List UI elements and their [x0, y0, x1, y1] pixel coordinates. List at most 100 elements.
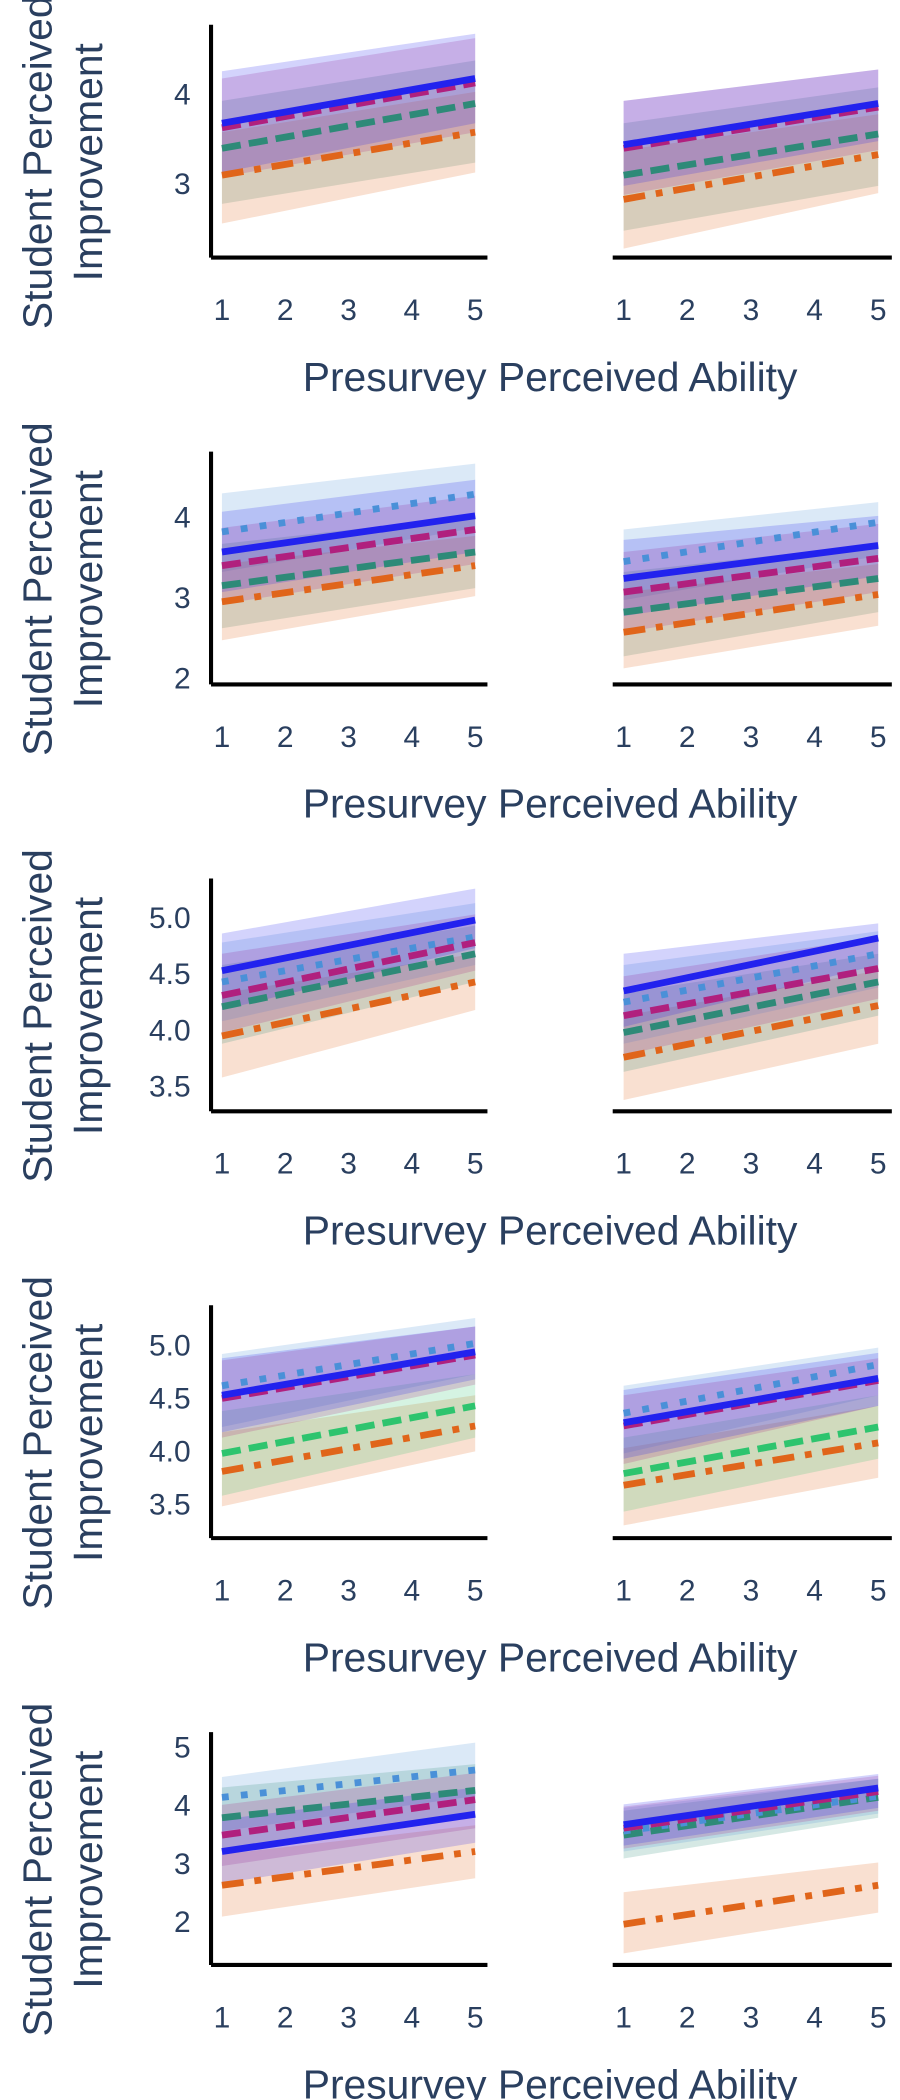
series-line	[221, 128, 476, 179]
y-tick-label: 4.0	[149, 1435, 191, 1468]
series-line	[221, 526, 476, 569]
series-line	[221, 1766, 476, 1801]
y-axis-title: Improvement	[65, 1750, 111, 1989]
y-tick-label: 3	[174, 582, 191, 615]
x-tick-label: 5	[870, 1574, 887, 1607]
panel: 1 2 3 4 5	[612, 1774, 892, 2034]
x-tick-label: 1	[615, 2001, 632, 2034]
confidence-band	[623, 69, 879, 186]
x-tick-label: 1	[615, 294, 632, 327]
x-tick-label: 4	[404, 1148, 421, 1181]
x-tick-label: 4	[806, 721, 823, 754]
y-tick-label: 5.0	[149, 1330, 191, 1363]
x-tick-label: 3	[340, 1148, 357, 1181]
x-tick-label: 1	[214, 1148, 231, 1181]
x-tick-label: 2	[277, 721, 294, 754]
x-tick-label: 5	[467, 1148, 484, 1181]
series-line	[221, 1402, 476, 1457]
series-line	[622, 1002, 879, 1061]
series-line	[622, 965, 879, 1020]
x-tick-label: 1	[615, 721, 632, 754]
x-tick-label: 1	[615, 1148, 632, 1181]
x-tick-label: 3	[743, 721, 760, 754]
series-line	[221, 548, 476, 590]
confidence-band	[623, 1862, 879, 1954]
y-axis-title: Student Perceived	[15, 0, 61, 329]
x-tick-label: 2	[679, 1148, 696, 1181]
series-line	[623, 542, 879, 582]
x-tick-label: 2	[277, 1574, 294, 1607]
y-axis-title: Student Perceived	[15, 1703, 61, 2037]
series-line	[622, 934, 879, 995]
y-tick-label: 3	[174, 168, 191, 201]
confidence-band	[221, 1825, 476, 1917]
x-tick-label: 3	[743, 294, 760, 327]
series-line	[221, 562, 476, 606]
series-line	[623, 575, 879, 616]
series-line	[623, 1793, 879, 1839]
series-line	[623, 130, 879, 179]
confidence-band	[623, 1395, 879, 1512]
x-tick-label: 1	[214, 721, 231, 754]
x-tick-label: 3	[340, 721, 357, 754]
series-line	[221, 1796, 476, 1839]
x-tick-label: 4	[806, 2001, 823, 2034]
series-line	[623, 100, 879, 149]
panel: 1 2 3 4 5	[209, 1305, 488, 1607]
x-tick-label: 4	[404, 1574, 421, 1607]
x-tick-label: 4	[404, 721, 421, 754]
series-line	[221, 1810, 476, 1855]
panel: 1 2 3 4 5	[209, 878, 488, 1181]
x-tick-label: 1	[214, 2001, 231, 2034]
series-line	[221, 916, 476, 975]
x-tick-label: 3	[340, 2001, 357, 2034]
y-axis-title: Improvement	[65, 469, 111, 708]
x-axis-title: Presurvey Perceived Ability	[303, 354, 798, 400]
series-line	[623, 591, 879, 636]
x-tick-label: 4	[404, 294, 421, 327]
x-axis-title: Presurvey Perceived Ability	[303, 1208, 798, 1254]
x-tick-label: 5	[870, 1148, 887, 1181]
y-tick-label: 4	[174, 78, 191, 111]
x-tick-label: 5	[467, 294, 484, 327]
y-tick-label: 3.5	[149, 1071, 191, 1104]
x-tick-label: 3	[743, 1148, 760, 1181]
x-tick-label: 2	[679, 1574, 696, 1607]
x-axis-title: Presurvey Perceived Ability	[303, 781, 798, 827]
series-line	[221, 79, 476, 132]
confidence-band	[623, 502, 879, 601]
x-tick-label: 5	[467, 2001, 484, 2034]
x-tick-label: 2	[679, 294, 696, 327]
series-line	[623, 554, 879, 596]
x-tick-label: 1	[615, 1574, 632, 1607]
series-line	[221, 1422, 476, 1475]
series-line	[623, 151, 879, 203]
y-axis-title: Improvement	[65, 1323, 111, 1562]
x-tick-label: 3	[340, 1574, 357, 1607]
y-axis-title: Student Perceived	[15, 849, 61, 1183]
confidence-band	[623, 87, 879, 231]
x-tick-label: 2	[679, 721, 696, 754]
panel: 1 2 3 4 5	[612, 502, 892, 754]
y-tick-label: 3	[174, 1848, 191, 1881]
x-tick-label: 4	[806, 1574, 823, 1607]
series-line	[623, 1439, 879, 1489]
x-tick-label: 2	[277, 2001, 294, 2034]
confidence-band	[623, 1358, 879, 1465]
confidence-band	[221, 38, 476, 177]
series-line	[623, 1881, 879, 1928]
confidence-band	[221, 1395, 476, 1507]
panel: 1 2 3 4 5	[209, 451, 488, 754]
y-axis-title: Improvement	[65, 42, 111, 281]
series-line	[623, 103, 879, 152]
y-tick-label: 4.5	[149, 1382, 191, 1415]
x-tick-label: 3	[340, 294, 357, 327]
series-line	[221, 490, 476, 536]
x-tick-label: 2	[277, 294, 294, 327]
series-line	[221, 1348, 476, 1399]
panel: 1 2 3 4 5	[612, 1347, 892, 1607]
x-tick-label: 1	[214, 1574, 231, 1607]
series-line	[221, 1340, 476, 1390]
x-tick-label: 4	[806, 1148, 823, 1181]
